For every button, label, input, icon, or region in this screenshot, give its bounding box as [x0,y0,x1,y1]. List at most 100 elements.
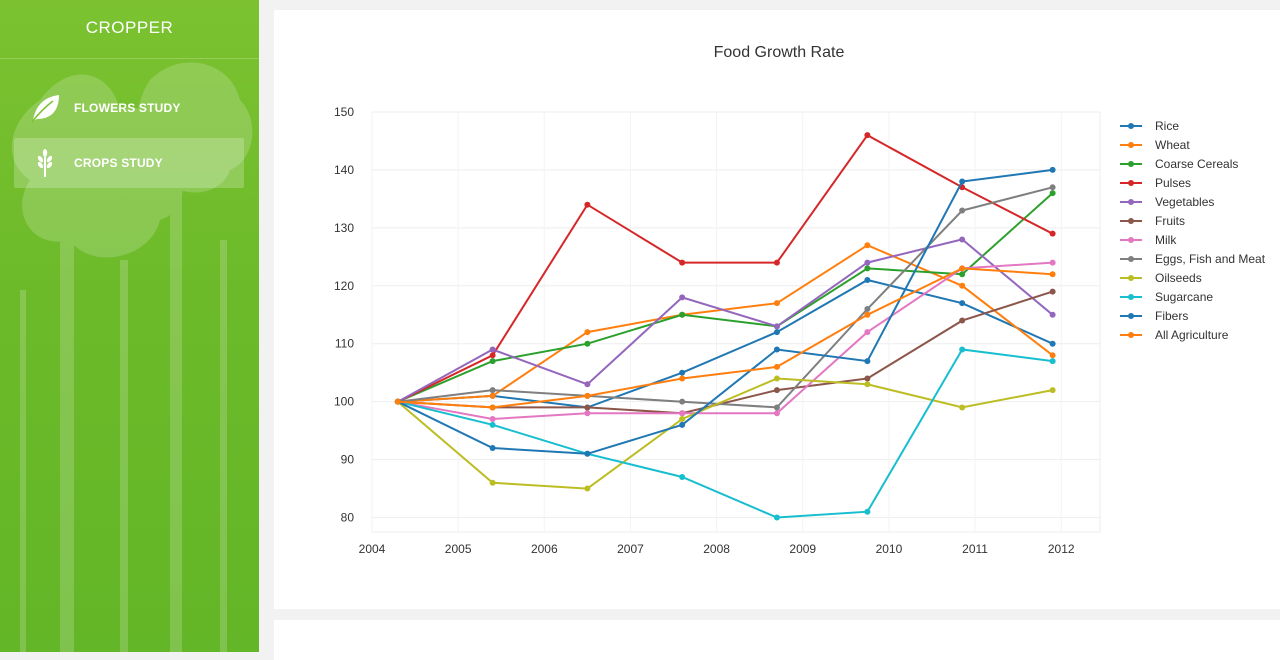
data-point [773,259,780,266]
data-point [584,485,591,492]
data-point [773,329,780,336]
data-point [489,445,496,451]
data-point [773,404,780,411]
legend-item[interactable]: Fibers [1120,306,1280,325]
data-point [584,340,591,347]
data-point [489,479,496,486]
legend-item[interactable]: Vegetables [1120,192,1280,211]
legend-item[interactable]: Wheat [1120,135,1280,154]
series-line [397,267,1053,409]
data-point [679,369,686,376]
x-axis-ticks: 2004 2005 2006 2007 2008 2009 2010 2011 2012 [359,542,1075,556]
series-line [397,244,1054,403]
legend-swatch-icon [1120,273,1142,283]
data-point [679,375,686,382]
leaf-icon [28,91,62,125]
data-point [773,363,780,370]
data-point [1049,259,1056,266]
legend-item[interactable]: Pulses [1120,173,1280,192]
y-tick-label: 140 [334,163,354,177]
data-point [489,387,496,394]
sidebar-item-crops-study[interactable]: CROPS STUDY [14,138,244,188]
series-line [397,261,1053,421]
series-oilseeds [394,375,1056,492]
sidebar-item-flowers-study[interactable]: FLOWERS STUDY [14,83,244,133]
data-point [489,392,496,399]
legend-swatch-icon [1120,159,1142,169]
data-point [1049,352,1056,359]
series-line [397,238,1054,403]
legend-swatch-icon [1120,216,1142,226]
data-point [1049,311,1056,318]
data-point [864,329,871,336]
data-point [394,398,401,405]
legend-label: Oilseeds [1155,270,1202,285]
legend-swatch-icon [1120,311,1142,321]
chart-series [394,132,1056,521]
brand-title[interactable]: CROPPER [0,0,259,59]
data-point [679,473,686,480]
data-point [959,207,966,214]
data-point [679,398,686,405]
data-point [864,375,871,382]
legend-item[interactable]: Eggs, Fish and Meat [1120,249,1280,268]
legend-item[interactable]: All Agriculture [1120,325,1280,344]
series-line [397,377,1053,490]
legend-swatch-icon [1120,254,1142,264]
legend-item[interactable]: Sugarcane [1120,287,1280,306]
data-point [584,201,591,208]
series-all-agriculture [394,265,1056,411]
chart-title: Food Growth Rate [713,44,845,61]
data-point [1049,230,1056,237]
sidebar-item-label: FLOWERS STUDY [74,101,181,115]
data-point [584,450,591,457]
y-tick-label: 110 [335,337,354,351]
data-point [489,352,496,359]
legend-label: Milk [1155,232,1177,247]
data-point [584,404,591,411]
y-tick-label: 130 [334,221,354,235]
data-point [864,508,871,515]
wheat-icon [28,146,62,180]
legend-swatch-icon [1120,140,1142,150]
legend-swatch-icon [1120,292,1142,302]
legend-swatch-icon [1120,235,1142,245]
legend-item[interactable]: Rice [1120,116,1280,135]
legend-item[interactable]: Milk [1120,230,1280,249]
data-point [1049,190,1056,197]
y-axis-ticks: 80 90 100 110 120 130 140 150 [334,105,354,525]
data-point [584,381,591,388]
series-vegetables [394,236,1056,405]
data-point [679,259,686,266]
x-tick-label: 2007 [617,542,644,556]
chart-grid [371,111,1101,533]
y-tick-label: 80 [341,511,355,525]
x-tick-label: 2005 [445,542,472,556]
x-tick-label: 2009 [789,542,816,556]
data-point [773,346,780,353]
series-eggs-fish-and-meat [394,184,1056,411]
data-point [864,265,871,272]
data-point [864,305,871,312]
series-line [397,192,1054,403]
data-point [959,236,966,243]
x-tick-label: 2008 [703,542,730,556]
series-line [397,186,1053,409]
data-point [864,358,871,365]
data-point [773,514,780,521]
second-panel [274,620,1280,660]
legend-item[interactable]: Fruits [1120,211,1280,230]
data-point [1049,288,1056,295]
data-point [1049,166,1056,173]
data-point [773,387,780,394]
legend-label: Rice [1155,118,1180,133]
chart-legend: Rice Wheat Coarse Cereals Pulses Vegetables F… [1120,116,1280,344]
legend-swatch-icon [1120,121,1142,131]
legend-item[interactable]: Coarse Cereals [1120,154,1280,173]
legend-label: Fruits [1155,213,1185,228]
data-point [489,346,496,353]
y-tick-label: 150 [334,105,354,119]
legend-label: Coarse Cereals [1155,156,1239,171]
legend-item[interactable]: Oilseeds [1120,268,1280,287]
legend-label: Pulses [1155,175,1192,190]
